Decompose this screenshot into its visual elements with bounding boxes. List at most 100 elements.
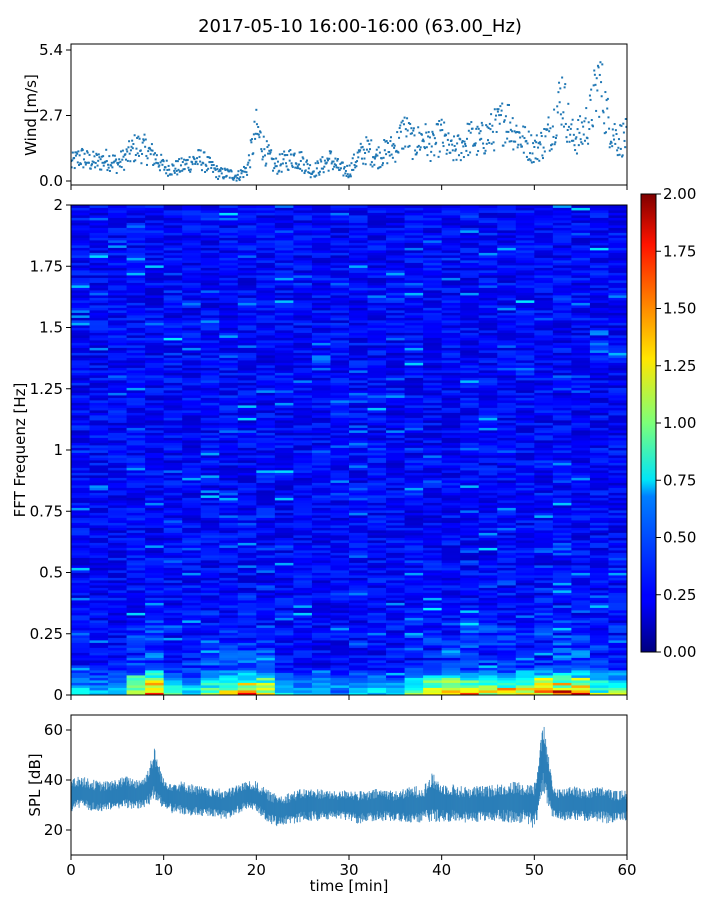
spectrogram-cell	[108, 345, 128, 348]
spectrogram-cell	[163, 282, 183, 286]
wind-point	[89, 167, 92, 170]
spectrogram-cell	[349, 410, 369, 413]
spectrogram-cell	[274, 487, 294, 491]
spectrogram-cell	[182, 502, 202, 506]
spectrogram-cell	[293, 242, 313, 246]
spectrogram-cell	[386, 490, 406, 493]
spectrogram-cell	[219, 582, 239, 586]
spectrogram-cell	[423, 482, 443, 486]
spectrogram-cell	[423, 525, 443, 528]
spectrogram-cell	[219, 317, 239, 321]
spectrogram-cell	[163, 570, 183, 573]
spectrogram-cell	[274, 655, 294, 658]
spectrogram-cell	[200, 237, 220, 241]
spectrogram-cell	[367, 432, 387, 436]
spectrogram-cell	[71, 335, 91, 338]
wind-point	[369, 163, 372, 166]
spectrogram-cell	[330, 297, 350, 301]
spectrogram-cell	[219, 345, 239, 348]
spectrogram-cell	[108, 595, 128, 598]
spectrogram-cell	[330, 322, 350, 326]
spectrogram-cell	[256, 650, 276, 653]
spectrogram-cell	[89, 525, 109, 528]
spectrogram-cell	[349, 460, 369, 463]
spectrogram-cell	[145, 352, 165, 356]
wind-point	[555, 134, 558, 137]
spectrogram-cell	[293, 610, 313, 613]
spectrogram-cell	[182, 267, 202, 271]
spectrogram-cell	[219, 287, 239, 291]
wind-point	[490, 142, 493, 145]
spectrogram-cell	[145, 470, 165, 473]
spectrogram-cell	[293, 450, 313, 453]
spectrogram-cell	[423, 367, 443, 371]
spectrogram-cell	[145, 207, 165, 211]
spectrogram-cell	[71, 522, 91, 526]
spectrogram-cell	[311, 547, 332, 551]
wind-point	[438, 150, 441, 153]
spectrogram-cell	[71, 550, 91, 553]
spectrogram-cell	[404, 337, 424, 341]
spectrogram-cell	[274, 305, 294, 308]
spectrogram-cell	[404, 470, 424, 473]
spectrogram-cell	[145, 430, 165, 433]
wind-point	[71, 166, 73, 169]
spectrogram-cell	[71, 595, 91, 598]
spectrogram-cell	[145, 535, 165, 538]
spectrogram-cell	[441, 462, 461, 466]
spectrogram-cell	[404, 342, 424, 346]
spectrogram-cell	[274, 457, 294, 461]
spectrogram-cell	[71, 462, 91, 466]
spectrogram-cell	[200, 320, 220, 323]
wind-point	[484, 149, 487, 152]
spectrogram-cell	[126, 547, 146, 551]
spectrogram-cell	[274, 552, 294, 556]
spectrogram-cell	[89, 222, 109, 226]
spectrogram-cell	[108, 650, 128, 653]
wind-point	[232, 178, 235, 181]
wind-point	[571, 118, 574, 121]
spectrogram-cell	[163, 675, 183, 678]
wind-point	[365, 136, 368, 139]
spectrogram-cell	[182, 365, 202, 368]
wind-point	[335, 164, 338, 167]
spectrogram-cell	[163, 622, 183, 626]
spectrogram-cell	[145, 540, 165, 543]
spectrogram-cell	[404, 380, 424, 383]
spectrogram-cell	[274, 492, 294, 496]
spectrogram-cell	[367, 652, 387, 656]
spectrogram-cell	[256, 447, 276, 451]
spectrogram-cell	[349, 390, 369, 393]
spectrogram-cell	[182, 332, 202, 336]
spectrogram-cell	[311, 365, 332, 368]
spectrogram-cell	[423, 357, 443, 361]
spectrogram-cell	[237, 645, 257, 648]
spectrogram-cell	[163, 297, 183, 301]
wind-point	[289, 148, 292, 151]
spectrogram-cell	[256, 522, 276, 526]
spectrogram-cell	[441, 492, 461, 496]
spectrogram-cell	[89, 340, 109, 343]
spectrogram-cell	[311, 602, 332, 606]
spectrogram-cell	[71, 315, 91, 318]
spectrogram-cell	[219, 607, 239, 611]
wind-point	[259, 130, 262, 133]
spectrogram-cell	[163, 517, 183, 521]
spectrogram-cell	[349, 570, 369, 573]
spectrogram-cell	[219, 660, 239, 663]
spectrogram-cell	[441, 397, 461, 401]
spectrogram-cell	[311, 637, 332, 641]
spectrogram-cell	[163, 212, 183, 216]
spectrogram-cell	[311, 312, 332, 316]
spectrogram-cell	[367, 415, 387, 418]
spectrogram-cell	[163, 432, 183, 436]
wind-point	[450, 139, 453, 142]
spectrogram-cell	[441, 360, 461, 363]
spectrogram-cell	[330, 365, 350, 368]
spectrogram-cell	[311, 570, 332, 573]
wind-point	[600, 95, 603, 98]
spectrogram-cell	[89, 330, 109, 333]
spectrogram-cell	[404, 675, 424, 678]
spectrogram-cell	[126, 445, 146, 448]
spectrogram-cell	[219, 490, 239, 493]
